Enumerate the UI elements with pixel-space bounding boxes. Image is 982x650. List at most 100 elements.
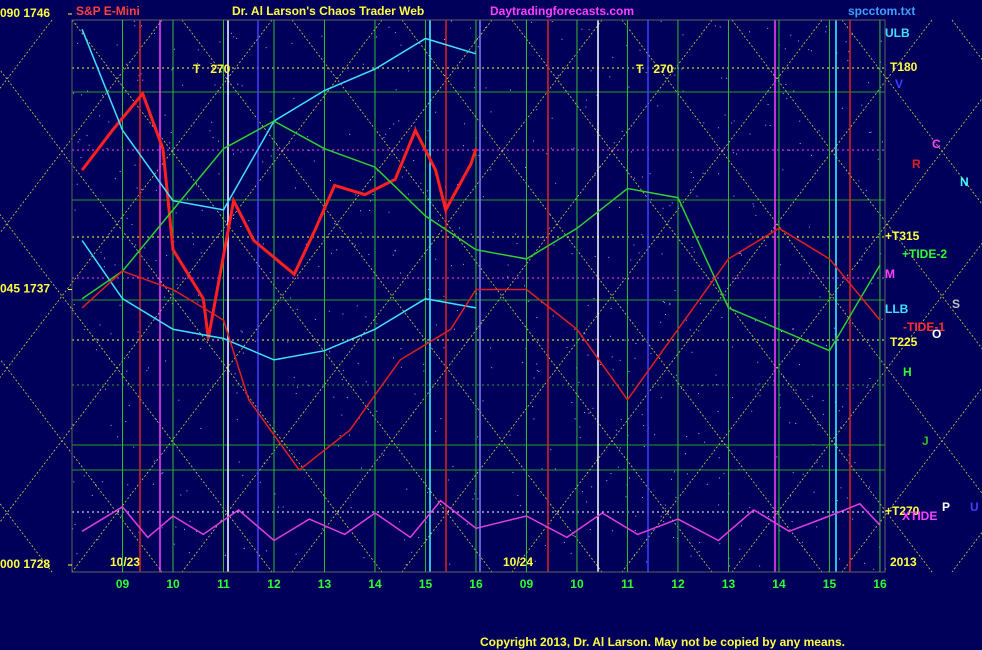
star [814, 417, 816, 419]
star [675, 496, 677, 498]
star [360, 467, 362, 469]
star [522, 362, 524, 364]
star [587, 304, 589, 306]
star [478, 155, 480, 157]
star [533, 418, 535, 420]
star [263, 462, 265, 464]
star [861, 104, 863, 106]
star [792, 472, 794, 474]
star [408, 70, 410, 72]
star [201, 209, 203, 211]
star [95, 484, 97, 486]
star [552, 315, 554, 317]
star [795, 389, 797, 391]
star [593, 298, 595, 300]
star [399, 521, 401, 523]
star [810, 50, 812, 52]
star [331, 252, 333, 254]
star [755, 388, 757, 390]
star [237, 83, 239, 85]
star [491, 367, 493, 369]
star [294, 187, 296, 189]
star [704, 441, 706, 443]
star [718, 504, 720, 506]
star [657, 105, 659, 107]
star [822, 413, 824, 415]
star [811, 270, 813, 272]
star [864, 562, 866, 564]
star [880, 40, 882, 42]
star [634, 530, 636, 532]
star [114, 264, 116, 266]
star [423, 370, 425, 372]
star [634, 357, 636, 359]
star [443, 295, 445, 297]
diagonal [621, 19, 982, 494]
star [507, 276, 509, 278]
star [881, 318, 883, 320]
star [749, 133, 751, 135]
star [392, 254, 394, 256]
star [765, 245, 767, 247]
star [613, 142, 615, 144]
star [612, 369, 614, 371]
star [230, 32, 232, 34]
star [103, 266, 105, 268]
star [524, 166, 526, 168]
star [680, 387, 682, 389]
star [635, 515, 637, 517]
star [715, 384, 717, 386]
star [330, 180, 332, 182]
star [821, 465, 823, 467]
star [79, 139, 81, 141]
star [606, 480, 608, 482]
star [509, 434, 511, 436]
star [383, 454, 385, 456]
star [779, 407, 781, 409]
star [99, 115, 101, 117]
star [466, 523, 468, 525]
star [570, 552, 572, 554]
star [779, 530, 781, 532]
star [714, 25, 716, 27]
star [376, 410, 378, 412]
star [848, 322, 850, 324]
star [138, 75, 140, 77]
star [240, 151, 242, 153]
star [105, 388, 107, 390]
y-tick-label: 045 1737 [0, 282, 50, 296]
star [80, 157, 82, 159]
star [731, 122, 733, 124]
star [236, 392, 238, 394]
star [696, 195, 698, 197]
star [802, 473, 804, 475]
planet: H [903, 365, 912, 379]
star [359, 210, 361, 212]
x-tick-label: 09 [116, 577, 130, 591]
star [638, 252, 640, 254]
star [287, 341, 289, 343]
star [670, 478, 672, 480]
star [840, 426, 842, 428]
star [72, 528, 74, 530]
star [517, 495, 519, 497]
star [654, 434, 656, 436]
star [76, 183, 78, 185]
star [516, 243, 518, 245]
star [599, 165, 601, 167]
star [793, 328, 795, 330]
star [749, 506, 751, 508]
star [365, 316, 367, 318]
star [474, 40, 476, 42]
label: -TIDE-1 [903, 320, 945, 334]
star [780, 330, 782, 332]
star [854, 462, 856, 464]
star [686, 473, 688, 475]
star [599, 363, 601, 365]
star [612, 56, 614, 58]
star [184, 528, 186, 530]
star [718, 477, 720, 479]
star [482, 196, 484, 198]
series-line [81, 29, 477, 211]
star [282, 506, 284, 508]
